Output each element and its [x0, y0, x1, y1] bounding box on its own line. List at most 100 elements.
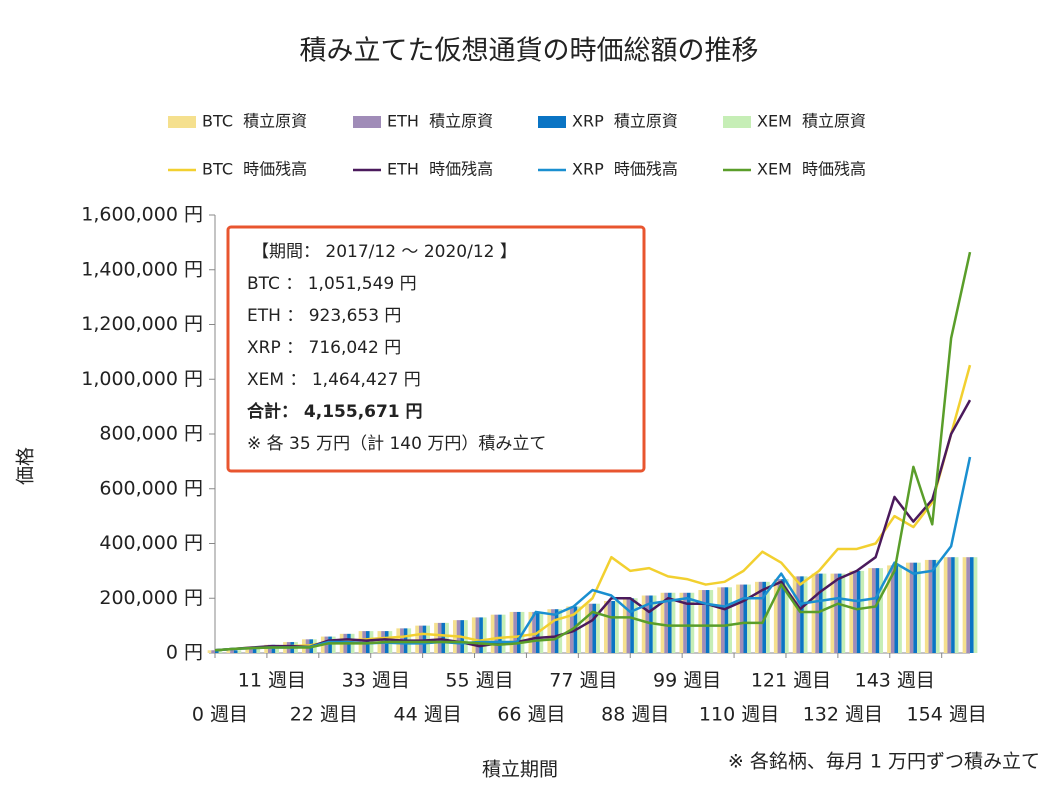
principal-bar [943, 557, 948, 653]
principal-bar [267, 644, 272, 653]
principal-bar [607, 600, 612, 653]
principal-bar [837, 573, 842, 653]
info-line: BTC ： 1,051,549 円 [247, 274, 417, 294]
principal-bar [230, 650, 234, 653]
principal-bar [773, 579, 778, 653]
principal-bar [887, 565, 891, 653]
principal-bar [211, 650, 215, 653]
x-tick-label: 66 週目 [497, 704, 565, 726]
principal-bar [898, 565, 902, 653]
principal-bar [679, 592, 684, 653]
principal-bar [509, 611, 514, 653]
principal-bar [641, 595, 646, 653]
principal-bar [954, 557, 959, 653]
legend-swatch [353, 116, 381, 128]
principal-bar [528, 611, 533, 653]
x-tick-label: 11 週目 [238, 670, 306, 692]
principal-bar [875, 568, 880, 653]
principal-bar [226, 650, 231, 653]
principal-bar [822, 573, 827, 653]
x-tick-label: 132 週目 [803, 704, 883, 726]
x-tick-label: 154 週目 [907, 704, 987, 726]
principal-bar [777, 579, 782, 653]
principal-bar [860, 570, 865, 653]
principal-bar [233, 650, 238, 653]
principal-bar [471, 617, 476, 653]
principal-bar [671, 592, 676, 653]
x-tick-label: 77 週目 [549, 670, 617, 692]
principal-bar [894, 565, 899, 653]
principal-bar [800, 576, 804, 653]
principal-bar [664, 592, 668, 653]
legend-label: XEM 積立原資 [757, 112, 866, 131]
principal-bar [747, 584, 751, 653]
principal-bar [709, 590, 714, 653]
principal-bar [532, 611, 536, 653]
principal-bar [498, 614, 502, 653]
principal-bar [645, 595, 650, 653]
principal-bar [604, 600, 608, 653]
legend-label: ETH 時価残高 [387, 160, 493, 179]
value-line [214, 399, 972, 652]
principal-bar [784, 579, 789, 653]
principal-bar [551, 609, 555, 653]
principal-bar [932, 559, 936, 653]
info-line: ※ 各 35 万円（計 140 万円）積み立て [247, 434, 546, 454]
legend-label: XRP 積立原資 [572, 112, 678, 131]
info-line: XEM ： 1,464,427 円 [247, 370, 421, 390]
principal-bar [554, 609, 559, 653]
legend-swatch [723, 116, 751, 128]
legend-label: BTC 時価残高 [202, 160, 307, 179]
principal-bar [811, 573, 816, 653]
info-line: 【期間： 2017/12 ～ 2020/12 】 [252, 242, 517, 262]
x-tick-label: 121 週目 [751, 670, 831, 692]
y-tick-label: 800,000 円 [99, 423, 203, 445]
principal-bar [766, 581, 770, 653]
principal-bar [596, 603, 600, 653]
y-axis-title: 価格 [15, 447, 37, 485]
principal-bar [245, 647, 250, 653]
principal-bar [683, 592, 687, 653]
principal-bar [539, 611, 544, 653]
y-tick-label: 0 円 [166, 642, 203, 664]
principal-bar [698, 590, 703, 653]
principal-bar [517, 611, 521, 653]
principal-bar [724, 587, 729, 653]
principal-bar [479, 617, 483, 653]
principal-bar [947, 557, 952, 653]
legend-label: XRP 時価残高 [572, 160, 678, 179]
principal-bar [611, 600, 616, 653]
y-tick-label: 1,400,000 円 [81, 258, 203, 280]
principal-bar [970, 557, 974, 653]
legend-label: XEM 時価残高 [757, 160, 866, 179]
principal-bar [935, 559, 940, 653]
principal-bar [853, 570, 857, 653]
principal-bar [717, 587, 721, 653]
principal-bar [566, 606, 570, 653]
info-line: XRP ： 716,042 円 [247, 338, 401, 358]
principal-bar [592, 603, 597, 653]
principal-bar [856, 570, 861, 653]
principal-bar [494, 614, 499, 653]
principal-bar [871, 568, 876, 653]
x-tick-label: 99 週目 [653, 670, 721, 692]
principal-bar [437, 622, 442, 653]
principal-bar [758, 581, 763, 653]
principal-bar [633, 598, 638, 653]
principal-bar [796, 576, 801, 653]
principal-bar [720, 587, 725, 653]
principal-bar [547, 609, 552, 653]
x-axis-title: 積立期間 [482, 759, 558, 781]
principal-bar [441, 622, 446, 653]
principal-bar [868, 568, 872, 653]
principal-bar [739, 584, 744, 653]
x-tick-label: 44 週目 [394, 704, 462, 726]
principal-bar [924, 559, 929, 653]
principal-bar [815, 573, 819, 653]
legend-swatch [538, 116, 566, 128]
principal-bar [271, 644, 276, 653]
y-tick-label: 600,000 円 [99, 477, 203, 499]
principal-bar [690, 592, 695, 653]
principal-bar [841, 573, 846, 653]
